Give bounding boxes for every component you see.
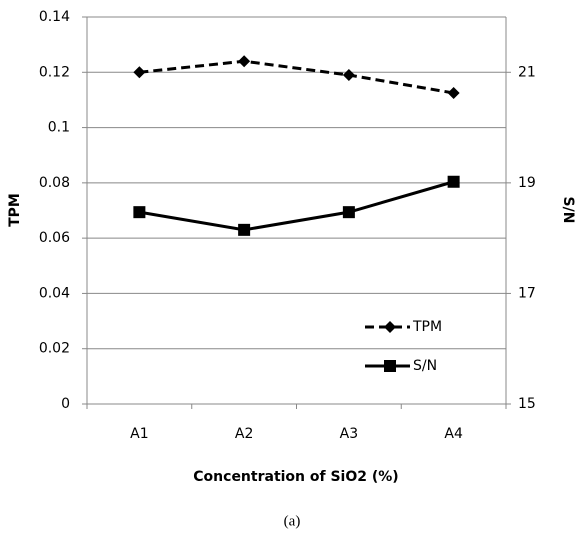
y-tick-label: 0.12 — [39, 64, 70, 80]
x-tick-label: A4 — [444, 426, 463, 442]
x-tick-label: A3 — [340, 426, 358, 442]
point — [447, 87, 460, 100]
legend-marker — [384, 321, 396, 333]
y-tick-label: 0 — [61, 396, 70, 412]
series-line — [139, 180, 455, 232]
legend-marker — [384, 360, 396, 372]
y-tick-label: 0.04 — [39, 285, 70, 301]
y-tick-label: 0.1 — [48, 120, 70, 136]
y2-tick-label: 17 — [518, 285, 536, 301]
x-tick-label: A1 — [130, 426, 148, 442]
y2-tick-label: 15 — [518, 396, 536, 412]
y-tick-label: 0.06 — [39, 230, 70, 246]
x-tick-label: A2 — [235, 426, 253, 442]
legend-label: S/N — [413, 358, 437, 374]
point — [342, 206, 355, 219]
y-axis-label: TPM — [7, 193, 23, 227]
legend-label: TPM — [412, 319, 442, 335]
y-tick-label: 0.08 — [39, 175, 70, 191]
y2-tick-label: 19 — [518, 175, 536, 191]
point — [238, 223, 251, 236]
y2-axis-label: S/N — [560, 197, 576, 224]
series-line — [139, 59, 454, 95]
caption: (a) — [284, 513, 301, 529]
point — [133, 206, 146, 219]
x-axis-label: Concentration of SiO2 (%) — [193, 469, 398, 485]
point — [342, 69, 355, 82]
point — [238, 55, 251, 68]
point — [447, 175, 460, 188]
y2-tick-label: 21 — [518, 64, 536, 80]
y-tick-label: 0.02 — [39, 341, 70, 357]
point — [133, 66, 146, 79]
y-tick-label: 0.14 — [39, 9, 70, 25]
